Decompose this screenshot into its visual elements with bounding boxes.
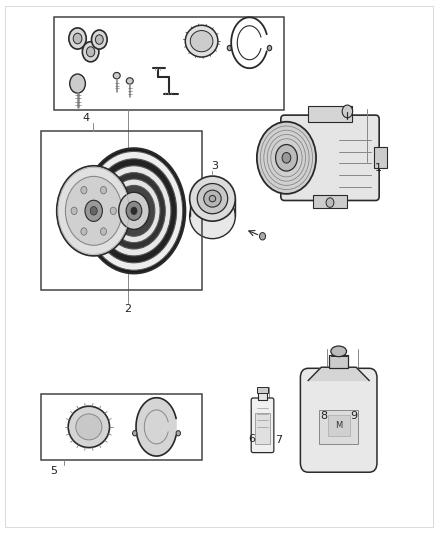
Polygon shape [74,75,81,84]
Ellipse shape [209,196,216,202]
Bar [329,355,348,368]
Ellipse shape [113,72,120,79]
Text: 5: 5 [50,466,57,475]
Circle shape [71,207,77,215]
Ellipse shape [185,25,218,57]
Circle shape [282,152,291,163]
Circle shape [92,30,107,49]
Circle shape [81,228,87,235]
Ellipse shape [76,414,102,440]
Circle shape [277,151,287,164]
Circle shape [69,28,86,49]
Polygon shape [308,367,369,381]
Ellipse shape [331,346,346,357]
Circle shape [73,33,82,44]
Circle shape [110,207,117,215]
Text: 2: 2 [124,304,131,314]
Ellipse shape [68,406,110,448]
Polygon shape [78,75,85,84]
Circle shape [126,201,142,220]
Circle shape [82,42,99,62]
Circle shape [86,47,95,57]
Bar [254,413,270,443]
Circle shape [81,187,87,194]
Polygon shape [70,75,78,84]
Bar [258,392,267,400]
Text: 8: 8 [320,411,327,421]
Polygon shape [70,84,78,92]
Circle shape [90,207,97,215]
Circle shape [257,122,316,194]
Circle shape [91,159,177,263]
Circle shape [97,166,171,256]
Bar [374,147,387,168]
Bar [41,394,201,460]
Circle shape [131,207,137,215]
Circle shape [276,144,297,171]
Text: 1: 1 [374,164,381,173]
Circle shape [83,148,185,273]
Circle shape [100,228,106,235]
Circle shape [85,200,102,221]
Circle shape [100,187,106,194]
Circle shape [133,431,137,436]
Bar [257,387,268,393]
FancyBboxPatch shape [300,368,377,472]
Text: M: M [335,421,343,430]
Bar [276,142,291,174]
Text: 7: 7 [275,435,282,446]
Bar [319,410,358,444]
Polygon shape [78,84,85,92]
Circle shape [119,192,149,229]
Ellipse shape [190,176,235,221]
Ellipse shape [190,30,213,52]
Ellipse shape [204,190,221,207]
FancyBboxPatch shape [281,115,379,200]
Circle shape [102,173,165,249]
Circle shape [95,35,103,44]
Circle shape [113,185,155,236]
Bar [308,106,352,122]
Ellipse shape [197,183,228,214]
Circle shape [342,105,353,118]
Bar [41,131,201,290]
Bar [313,195,347,208]
FancyBboxPatch shape [251,398,274,453]
Circle shape [57,166,131,256]
Ellipse shape [126,78,133,84]
Text: 9: 9 [350,411,357,421]
Polygon shape [74,84,81,92]
Circle shape [259,232,265,240]
Ellipse shape [190,193,235,239]
Bar [53,17,284,110]
Circle shape [85,151,183,270]
Circle shape [176,431,180,436]
Polygon shape [136,398,176,456]
Text: 4: 4 [83,113,90,123]
Circle shape [108,179,160,243]
Circle shape [267,45,272,51]
Circle shape [326,198,334,207]
Text: 3: 3 [211,161,218,171]
Bar [328,415,350,436]
Text: 6: 6 [248,434,255,444]
Circle shape [65,176,122,245]
Circle shape [227,45,232,51]
